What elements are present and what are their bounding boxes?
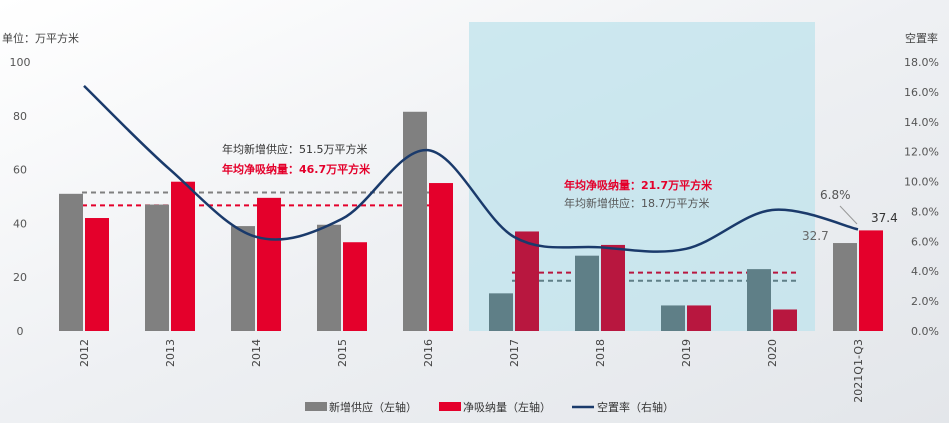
left-tick-label: 0 (17, 325, 24, 338)
supply-bar (747, 269, 771, 331)
absorption-bar (859, 230, 883, 331)
vacancy-last-data-label: 6.8% (820, 188, 851, 202)
right-tick-label: 12.0% (904, 146, 939, 159)
supply-bar (403, 111, 427, 331)
supply-bar (59, 193, 83, 331)
right-tick-label: 8.0% (911, 205, 939, 218)
period1-absorb-annotation: 年均净吸纳量：46.7万平方米 (222, 162, 371, 176)
x-category-label: 2016 (422, 339, 435, 367)
absorption-bar (171, 181, 195, 331)
right-tick-label: 16.0% (904, 86, 939, 99)
left-tick-label: 60 (13, 164, 27, 177)
supply-bar (145, 204, 169, 331)
absorption-bar (601, 244, 625, 331)
absorption-bar (687, 305, 711, 331)
x-category-label: 2012 (78, 339, 91, 367)
right-axis-label: 空置率 (905, 31, 938, 45)
vacancy-label-leader (839, 205, 858, 225)
x-category-label: 2019 (680, 339, 693, 367)
right-tick-label: 18.0% (904, 56, 939, 69)
absorption-bar (85, 218, 109, 331)
absorption-bar (515, 231, 539, 331)
x-category-label: 2020 (766, 339, 779, 367)
legend-label-supply: 新增供应（左轴） (329, 400, 417, 414)
supply-bar (833, 243, 857, 331)
supply-bar (231, 226, 255, 331)
right-tick-label: 6.0% (911, 235, 939, 248)
x-category-label: 2021Q1-Q3 (852, 339, 865, 403)
right-tick-label: 0.0% (911, 325, 939, 338)
right-tick-label: 2.0% (911, 295, 939, 308)
legend-label-vacancy: 空置率（右轴） (597, 400, 674, 414)
x-category-label: 2017 (508, 339, 521, 367)
left-tick-label: 20 (13, 271, 27, 284)
absorption-bar (429, 183, 453, 331)
legend-label-absorption: 净吸纳量（左轴） (463, 400, 551, 414)
x-category-label: 2013 (164, 339, 177, 367)
absorb-last-data-label: 37.4 (871, 211, 898, 225)
legend-swatch-absorption (439, 402, 461, 411)
period2-supply-annotation: 年均新增供应：18.7万平方米 (564, 196, 710, 210)
period1-supply-annotation: 年均新增供应：51.5万平方米 (222, 142, 368, 156)
right-tick-label: 14.0% (904, 116, 939, 129)
x-category-label: 2015 (336, 339, 349, 367)
absorption-bar (257, 197, 281, 331)
left-tick-label: 40 (13, 217, 27, 230)
left-tick-label: 80 (13, 110, 27, 123)
supply-bar (489, 293, 513, 331)
x-category-label: 2014 (250, 339, 263, 367)
supply-last-data-label: 32.7 (802, 229, 829, 243)
right-tick-label: 10.0% (904, 176, 939, 189)
legend-swatch-supply (305, 402, 327, 411)
legend: 新增供应（左轴） 净吸纳量（左轴） 空置率（右轴） (305, 400, 674, 414)
absorption-bar (773, 309, 797, 331)
supply-bar (317, 224, 341, 331)
period2-absorb-annotation: 年均净吸纳量：21.7万平方米 (564, 178, 713, 192)
vacancy-rate-line (83, 85, 859, 253)
left-axis-unit: 单位：万平方米 (2, 31, 79, 45)
x-category-label: 2018 (594, 339, 607, 367)
left-tick-label: 100 (10, 56, 31, 69)
supply-bar (575, 255, 599, 331)
right-tick-label: 4.0% (911, 265, 939, 278)
supply-bar (661, 305, 685, 331)
absorption-bar (343, 242, 367, 331)
